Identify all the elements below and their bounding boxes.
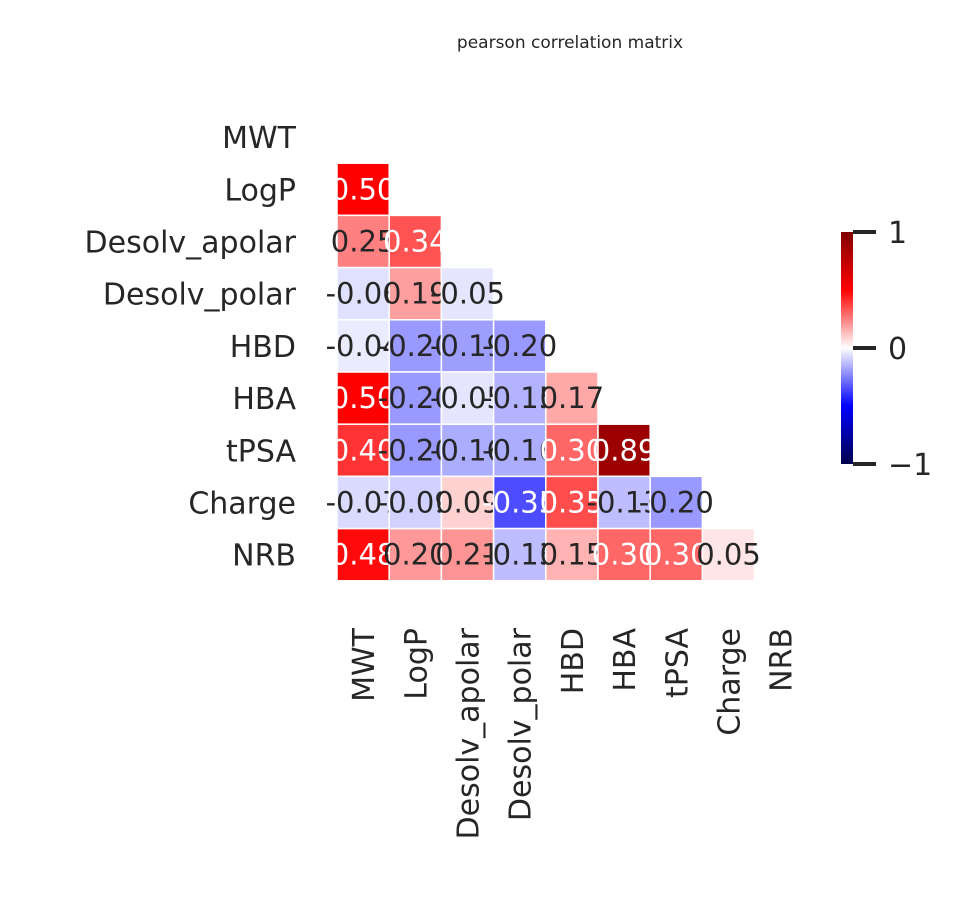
y-tick-labels: MWT LogP Desolv_apolar Desolv_polar HBD HBA tP…	[85, 121, 297, 574]
cell-value-label: -0.20	[482, 329, 557, 363]
heatmap-cell	[336, 423, 390, 478]
heatmap-cell	[649, 527, 704, 582]
heatmap-cell	[701, 527, 756, 582]
heatmap-cell	[545, 527, 599, 582]
cell-value-label: 0.20	[383, 538, 448, 572]
cell-value-label: 0.40	[331, 433, 396, 467]
cell-value-label: 0.35	[540, 486, 605, 520]
cell-value-label: -0.35	[482, 486, 557, 520]
cell-value-label: -0.13	[482, 538, 557, 572]
heatmap-cell	[597, 423, 651, 478]
cell-value-label: 0.30	[592, 538, 657, 572]
heatmap-cell	[388, 423, 443, 478]
y-tick-label: HBD	[230, 330, 296, 365]
heatmap-cell	[336, 162, 390, 217]
x-tick-label: Charge	[713, 628, 748, 736]
cell-value-label: -0.20	[378, 433, 453, 467]
cell-value-label: 0.21	[435, 538, 500, 572]
y-tick-label: Desolv_apolar	[85, 226, 297, 261]
y-tick-label: Desolv_polar	[103, 278, 297, 313]
cell-value-label: -0.19	[430, 329, 505, 363]
cell-value-label: 0.34	[383, 225, 448, 259]
cell-value-label: -0.09	[378, 486, 453, 520]
cell-value-label: -0.07	[326, 486, 401, 520]
cell-value-label: 0.19	[383, 277, 448, 311]
heatmap-cell	[388, 266, 443, 321]
heatmap-cell	[336, 475, 390, 530]
cell-value-label: -0.05	[430, 277, 505, 311]
colorbar: 1 0 −1	[841, 216, 932, 483]
heatmap-cell	[492, 423, 547, 478]
cell-value-label: -0.04	[326, 329, 401, 363]
colorbar-tick-label: −1	[888, 448, 932, 483]
y-tick-label: Charge	[188, 487, 296, 522]
heatmap-cells: 0.500.250.34-0.060.19-0.05-0.04-0.20-0.1…	[326, 162, 761, 582]
x-tick-label: HBA	[608, 628, 643, 692]
heatmap-cell	[388, 371, 443, 425]
colorbar-tick-label: 1	[888, 216, 907, 251]
cell-value-label: -0.16	[430, 433, 505, 467]
cell-value-label: 0.30	[540, 433, 605, 467]
heatmap-cell	[336, 214, 390, 269]
heatmap-cell	[492, 319, 547, 373]
cell-value-label: -0.20	[378, 329, 453, 363]
x-tick-label: Desolv_polar	[504, 627, 539, 821]
cell-value-label: -0.13	[587, 486, 662, 520]
cell-value-label: 0.15	[540, 538, 605, 572]
cell-value-label: 0.17	[540, 381, 605, 415]
cell-value-label: -0.05	[430, 381, 505, 415]
heatmap-cell	[336, 527, 390, 582]
x-tick-label: LogP	[399, 628, 434, 700]
x-tick-label: Desolv_apolar	[452, 627, 487, 839]
heatmap-cell	[545, 475, 599, 530]
cell-value-label: -0.15	[482, 381, 557, 415]
heatmap-cell	[440, 423, 495, 478]
cell-value-label: -0.20	[639, 486, 714, 520]
cell-value-label: 0.05	[696, 538, 761, 572]
heatmap-cell	[440, 371, 495, 425]
cell-value-label: -0.06	[326, 277, 401, 311]
cell-value-label: 0.09	[435, 486, 500, 520]
y-tick-label: HBA	[232, 382, 296, 417]
cell-value-label: 0.50	[331, 172, 396, 206]
heatmap-cell	[492, 527, 547, 582]
x-tick-label: HBD	[556, 628, 591, 694]
cell-value-label: 0.30	[644, 538, 709, 572]
chart-title: pearson correlation matrix	[457, 33, 683, 53]
x-tick-label: tPSA	[660, 628, 695, 698]
cell-value-label: 0.48	[331, 538, 396, 572]
heatmap-cell	[440, 319, 495, 373]
cell-value-label: 0.89	[592, 433, 657, 467]
heatmap-cell	[440, 475, 495, 530]
colorbar-gradient	[841, 232, 853, 464]
cell-value-label: -0.16	[482, 433, 557, 467]
cell-value-label: 0.25	[331, 225, 396, 259]
heatmap-cell	[388, 214, 443, 269]
heatmap-cell	[388, 475, 443, 530]
x-tick-labels: MWT LogP Desolv_apolar Desolv_polar HBD HBA tP…	[347, 627, 800, 839]
cell-value-label: 0.50	[331, 381, 396, 415]
x-tick-label: MWT	[347, 627, 382, 702]
heatmap-cell	[597, 475, 651, 530]
cell-value-label: -0.20	[378, 381, 453, 415]
y-tick-label: tPSA	[226, 434, 296, 469]
colorbar-tick-label: 0	[888, 332, 907, 367]
heatmap-cell	[336, 319, 390, 373]
y-tick-label: LogP	[224, 173, 296, 208]
x-tick-label: NRB	[765, 628, 800, 692]
y-tick-label: NRB	[232, 539, 296, 574]
y-tick-label: MWT	[222, 121, 297, 156]
